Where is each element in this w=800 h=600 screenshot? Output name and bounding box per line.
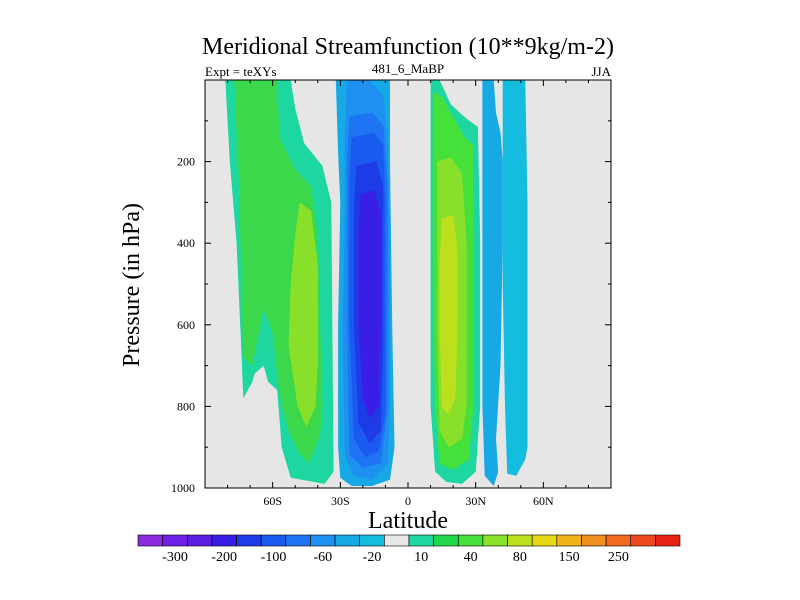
x-tick-label: 60N xyxy=(533,494,554,508)
colorbar-label: -100 xyxy=(261,550,287,565)
colorbar: -300 -200 -100 -60 -20 10 40 80 150 250 xyxy=(137,534,681,565)
colorbar-swatch xyxy=(334,534,361,547)
colorbar-swatch xyxy=(605,534,632,547)
colorbar-swatch xyxy=(359,534,385,547)
y-tick-label: 600 xyxy=(177,318,195,332)
colorbar-swatch xyxy=(384,534,410,547)
colorbar-swatch xyxy=(482,534,508,547)
y-tick-label: 800 xyxy=(177,399,195,413)
x-tick-label: 0 xyxy=(405,494,411,508)
colorbar-swatch xyxy=(531,534,558,547)
contour-nh-cell-level4 xyxy=(439,214,458,415)
colorbar-label: -200 xyxy=(211,550,237,565)
colorbar-swatch xyxy=(137,534,163,547)
colorbar-swatch xyxy=(655,534,681,547)
y-tick-label: 200 xyxy=(177,155,195,169)
contour-nh-far-cell xyxy=(502,80,528,476)
left-subtitle: Expt = teXYs xyxy=(205,64,277,79)
contour-nh-outer-cell xyxy=(482,80,503,486)
x-axis-title: Latitude xyxy=(368,508,448,534)
colorbar-label: 40 xyxy=(464,550,478,565)
colorbar-swatch xyxy=(211,534,237,547)
colorbar-label: 10 xyxy=(414,550,428,565)
y-tick-label: 1000 xyxy=(171,481,195,495)
colorbar-label: 150 xyxy=(559,550,580,565)
colorbar-swatch xyxy=(507,534,533,547)
colorbar-swatch xyxy=(408,534,434,547)
y-tick-label: 400 xyxy=(177,236,195,250)
colorbar-swatch xyxy=(310,534,336,547)
colorbar-swatch xyxy=(457,534,484,547)
chart-title: Meridional Streamfunction (10**9kg/m-2) xyxy=(202,34,614,60)
colorbar-swatch xyxy=(186,534,213,547)
colorbar-swatch xyxy=(162,534,188,547)
colorbar-swatch xyxy=(260,534,287,547)
colorbar-swatch xyxy=(285,534,311,547)
colorbar-label: 80 xyxy=(513,550,527,565)
colorbar-swatch xyxy=(581,534,607,547)
center-subtitle: 481_6_MaBP xyxy=(372,61,444,76)
right-subtitle: JJA xyxy=(591,64,611,79)
colorbar-swatch xyxy=(556,534,582,547)
colorbar-label: 250 xyxy=(608,550,629,565)
colorbar-swatch xyxy=(433,534,459,547)
x-tick-label: 30S xyxy=(331,494,350,508)
colorbar-label: -60 xyxy=(313,550,332,565)
y-axis-title: Pressure (in hPa) xyxy=(119,203,145,367)
colorbar-label: -20 xyxy=(363,550,382,565)
colorbar-swatch xyxy=(236,534,262,547)
colorbar-swatch xyxy=(630,534,656,547)
x-tick-label: 30N xyxy=(465,494,486,508)
contour-sh-outer-cell-level3 xyxy=(288,202,318,427)
colorbar-label: -300 xyxy=(162,550,188,565)
contour-sh-main-cell-level6 xyxy=(358,190,381,419)
x-tick-label: 60S xyxy=(263,494,282,508)
